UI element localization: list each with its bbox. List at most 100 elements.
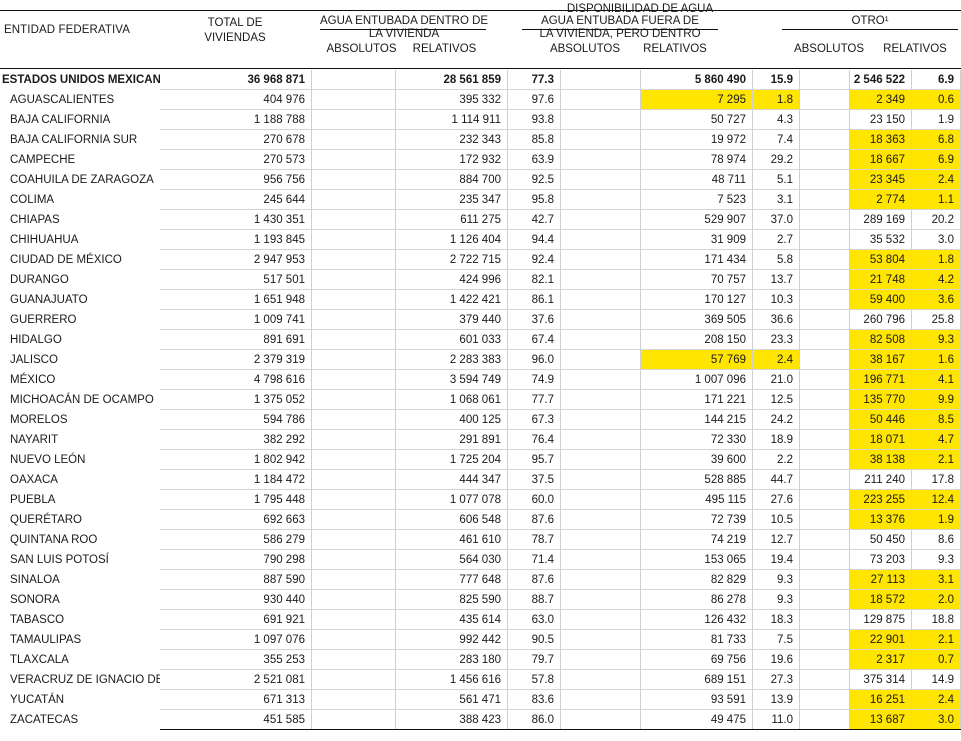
cell-agua-dentro-absolutos: 28 561 859 [396,70,508,90]
cell-otro-absolutos: 22 901 [850,630,912,650]
table-row: CAMPECHE 270 573 172 932 63.9 78 974 29.2 18 6… [0,150,961,170]
cell-agua-dentro-absolutos: 1 456 616 [396,670,508,690]
row-separator [160,329,961,330]
cell-agua-fuera-relativos: 3.1 [753,190,800,210]
table-row: CHIHUAHUA 1 193 845 1 126 404 94.4 31 909 2.7… [0,230,961,250]
cell-total-viviendas: 1 097 076 [160,630,312,650]
cell-total-viviendas: 36 968 871 [160,70,312,90]
cell-agua-fuera-absolutos: 39 600 [641,450,753,470]
cell-spacer-2 [561,550,641,570]
cell-entidad: ZACATECAS [10,714,79,726]
table-row: COLIMA 245 644 235 347 95.8 7 523 3.1 2 774 1.1 [0,190,961,210]
cell-agua-fuera-absolutos: 5 860 490 [641,70,753,90]
cell-total-viviendas: 691 921 [160,610,312,630]
row-separator [160,89,961,90]
cell-spacer-3 [800,530,850,550]
cell-otro-absolutos: 2 349 [850,90,912,110]
cell-agua-fuera-relativos: 21.0 [753,370,800,390]
cell-agua-fuera-relativos: 13.7 [753,270,800,290]
table-row: SINALOA 887 590 777 648 87.6 82 829 9.3 27 113… [0,570,961,590]
cell-agua-fuera-absolutos: 72 739 [641,510,753,530]
cell-agua-dentro-absolutos: 400 125 [396,410,508,430]
cell-agua-dentro-absolutos: 379 440 [396,310,508,330]
cell-agua-fuera-relativos: 15.9 [753,70,800,90]
cell-spacer-1 [312,330,396,350]
cell-spacer-1 [312,150,396,170]
cell-otro-absolutos: 23 150 [850,110,912,130]
cell-otro-relativos: 25.8 [912,310,961,330]
cell-otro-absolutos: 18 071 [850,430,912,450]
cell-total-viviendas: 887 590 [160,570,312,590]
cell-agua-fuera-absolutos: 208 150 [641,330,753,350]
group-rule-agua-fuera [522,29,718,30]
cell-otro-relativos: 1.9 [912,510,961,530]
cell-entidad: VERACRUZ DE IGNACIO DE LA LLAVE [10,674,160,686]
cell-spacer-2 [561,410,641,430]
cell-agua-dentro-absolutos: 444 347 [396,470,508,490]
cell-otro-relativos: 3.0 [912,230,961,250]
cell-otro-relativos: 2.1 [912,630,961,650]
cell-entidad: MORELOS [10,414,68,426]
cell-agua-dentro-absolutos: 235 347 [396,190,508,210]
cell-spacer-3 [800,410,850,430]
table-row: BAJA CALIFORNIA SUR 270 678 232 343 85.8 19 … [0,130,961,150]
cell-spacer-2 [561,270,641,290]
cell-otro-relativos: 2.0 [912,590,961,610]
cell-spacer-1 [312,390,396,410]
table-row: AGUASCALIENTES 404 976 395 332 97.6 7 295 1.8… [0,90,961,110]
cell-agua-dentro-absolutos: 3 594 749 [396,370,508,390]
cell-otro-relativos: 12.4 [912,490,961,510]
cell-entidad: MICHOACÁN DE OCAMPO [10,394,154,406]
group-header-disponibilidad-de-agua: DISPONIBILIDAD DE AGUA [566,3,714,15]
subheaders-agua-dentro: ABSOLUTOS RELATIVOS [320,43,486,59]
cell-agua-dentro-absolutos: 424 996 [396,270,508,290]
cell-otro-relativos: 0.7 [912,650,961,670]
table-row: QUINTANA ROO 586 279 461 610 78.7 74 219 12.7… [0,530,961,550]
cell-total-viviendas: 270 573 [160,150,312,170]
cell-entidad: SINALOA [10,574,60,586]
cell-otro-absolutos: 23 345 [850,170,912,190]
cell-agua-fuera-absolutos: 93 591 [641,690,753,710]
header-top-rule [0,10,961,11]
cell-spacer-2 [561,510,641,530]
row-separator [160,609,961,610]
cell-agua-fuera-relativos: 13.9 [753,690,800,710]
cell-spacer-2 [561,630,641,650]
table-row: COAHUILA DE ZARAGOZA 956 756 884 700 92.5 48… [0,170,961,190]
cell-entidad: BAJA CALIFORNIA [10,114,111,126]
cell-total-viviendas: 586 279 [160,530,312,550]
cell-otro-relativos: 4.2 [912,270,961,290]
cell-spacer-1 [312,90,396,110]
total-label-line1: TOTAL DE [207,17,263,29]
cell-agua-fuera-absolutos: 69 756 [641,650,753,670]
cell-entidad: JALISCO [10,354,58,366]
row-separator [160,309,961,310]
cell-agua-dentro-absolutos: 564 030 [396,550,508,570]
cell-agua-fuera-relativos: 5.8 [753,250,800,270]
row-separator [160,489,961,490]
cell-spacer-1 [312,610,396,630]
cell-agua-dentro-relativos: 37.6 [508,310,561,330]
row-separator [160,169,961,170]
cell-spacer-3 [800,290,850,310]
group-agua-fuera-line1: AGUA ENTUBADA FUERA DE [541,15,699,27]
cell-spacer-1 [312,470,396,490]
cell-agua-dentro-relativos: 94.4 [508,230,561,250]
cell-total-viviendas: 1 651 948 [160,290,312,310]
cell-spacer-2 [561,590,641,610]
cell-spacer-1 [312,430,396,450]
cell-spacer-3 [800,550,850,570]
cell-agua-fuera-absolutos: 50 727 [641,110,753,130]
cell-agua-fuera-absolutos: 689 151 [641,670,753,690]
cell-spacer-1 [312,170,396,190]
cell-agua-dentro-relativos: 90.5 [508,630,561,650]
row-separator [160,729,961,730]
cell-total-viviendas: 451 585 [160,710,312,730]
cell-spacer-2 [561,710,641,730]
cell-otro-absolutos: 196 771 [850,370,912,390]
cell-otro-relativos: 17.8 [912,470,961,490]
cell-entidad: GUANAJUATO [10,294,88,306]
cell-total-viviendas: 2 521 081 [160,670,312,690]
cell-agua-dentro-relativos: 63.9 [508,150,561,170]
cell-spacer-2 [561,670,641,690]
